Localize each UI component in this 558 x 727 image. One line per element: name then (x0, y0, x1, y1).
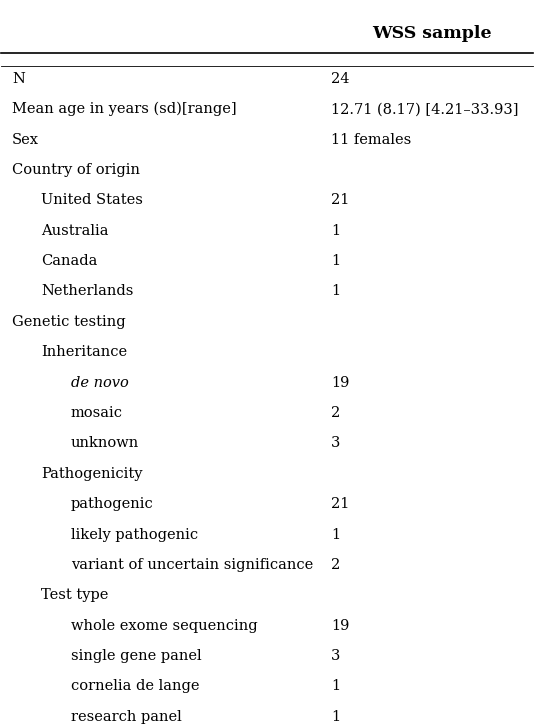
Text: 11 females: 11 females (331, 132, 411, 147)
Text: 1: 1 (331, 528, 340, 542)
Text: Inheritance: Inheritance (41, 345, 127, 359)
Text: United States: United States (41, 193, 143, 207)
Text: 21: 21 (331, 497, 350, 511)
Text: likely pathogenic: likely pathogenic (70, 528, 198, 542)
Text: 2: 2 (331, 406, 340, 420)
Text: 3: 3 (331, 649, 340, 663)
Text: 2: 2 (331, 558, 340, 572)
Text: N: N (12, 72, 25, 86)
Text: 19: 19 (331, 619, 350, 632)
Text: Netherlands: Netherlands (41, 284, 134, 299)
Text: 1: 1 (331, 710, 340, 724)
Text: single gene panel: single gene panel (70, 649, 201, 663)
Text: Australia: Australia (41, 224, 109, 238)
Text: cornelia de lange: cornelia de lange (70, 680, 199, 694)
Text: 12.71 (8.17) [4.21–33.93]: 12.71 (8.17) [4.21–33.93] (331, 103, 519, 116)
Text: 1: 1 (331, 254, 340, 268)
Text: Pathogenicity: Pathogenicity (41, 467, 143, 481)
Text: whole exome sequencing: whole exome sequencing (70, 619, 257, 632)
Text: 19: 19 (331, 376, 350, 390)
Text: WSS sample: WSS sample (373, 25, 492, 42)
Text: Canada: Canada (41, 254, 98, 268)
Text: unknown: unknown (70, 436, 139, 450)
Text: research panel: research panel (70, 710, 181, 724)
Text: 21: 21 (331, 193, 350, 207)
Text: Country of origin: Country of origin (12, 163, 140, 177)
Text: de novo: de novo (70, 376, 128, 390)
Text: Genetic testing: Genetic testing (12, 315, 126, 329)
Text: Sex: Sex (12, 132, 39, 147)
Text: Test type: Test type (41, 588, 109, 602)
Text: pathogenic: pathogenic (70, 497, 153, 511)
Text: 1: 1 (331, 284, 340, 299)
Text: Mean age in years (sd)[range]: Mean age in years (sd)[range] (12, 102, 237, 116)
Text: 1: 1 (331, 680, 340, 694)
Text: mosaic: mosaic (70, 406, 123, 420)
Text: 1: 1 (331, 224, 340, 238)
Text: 24: 24 (331, 72, 350, 86)
Text: variant of uncertain significance: variant of uncertain significance (70, 558, 313, 572)
Text: 3: 3 (331, 436, 340, 450)
